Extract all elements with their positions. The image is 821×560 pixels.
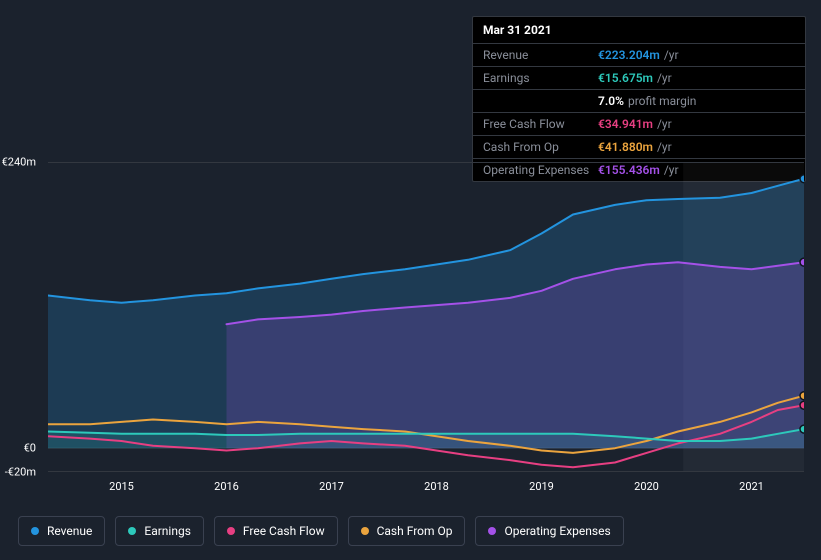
- legend-dot-icon: [361, 527, 369, 535]
- tooltip-row: Earnings€15.675m/yr: [473, 67, 805, 90]
- y-axis-tick: -€20m: [5, 466, 36, 479]
- tooltip-row: Cash From Op€41.880m/yr: [473, 136, 805, 159]
- legend-item[interactable]: Revenue: [18, 516, 105, 546]
- tooltip-row-value: €34.941m: [598, 117, 653, 131]
- tooltip-row-suffix: /yr: [657, 117, 672, 131]
- tooltip-row: Free Cash Flow€34.941m/yr: [473, 113, 805, 136]
- chart-plot[interactable]: [48, 162, 804, 472]
- tooltip-date: Mar 31 2021: [473, 17, 805, 44]
- x-axis-tick: 2017: [319, 480, 344, 493]
- tooltip-row-label: [483, 94, 598, 108]
- chart-legend: Revenue Earnings Free Cash Flow Cash From O…: [18, 516, 624, 546]
- chart-area: €240m€0-€20m 201520162017201820192020202…: [18, 162, 804, 502]
- tooltip-row-suffix: /yr: [657, 140, 672, 154]
- legend-dot-icon: [128, 527, 136, 535]
- tooltip-row-label: Cash From Op: [483, 140, 598, 154]
- tooltip-row-label: Revenue: [483, 48, 598, 62]
- legend-dot-icon: [31, 527, 39, 535]
- x-axis-tick: 2019: [529, 480, 554, 493]
- x-axis-tick: 2018: [424, 480, 449, 493]
- chart-tooltip: Mar 31 2021 Revenue€223.204m/yrEarnings€…: [472, 16, 806, 182]
- legend-label: Revenue: [47, 524, 92, 538]
- legend-item[interactable]: Operating Expenses: [475, 516, 623, 546]
- tooltip-row-label: Earnings: [483, 71, 598, 85]
- tooltip-row-label: Free Cash Flow: [483, 117, 598, 131]
- tooltip-row-suffix: /yr: [657, 71, 672, 85]
- tooltip-row-value: €41.880m: [598, 140, 653, 154]
- tooltip-row-value: €223.204m: [598, 48, 660, 62]
- legend-dot-icon: [227, 527, 235, 535]
- legend-dot-icon: [488, 527, 496, 535]
- legend-item[interactable]: Free Cash Flow: [214, 516, 338, 546]
- y-axis-tick: €240m: [2, 156, 36, 169]
- tooltip-row: Revenue€223.204m/yr: [473, 44, 805, 67]
- legend-label: Free Cash Flow: [243, 524, 325, 538]
- tooltip-row-suffix: /yr: [664, 48, 679, 62]
- y-axis-tick: €0: [24, 442, 36, 455]
- tooltip-row: 7.0% profit margin: [473, 90, 805, 113]
- x-axis-tick: 2020: [634, 480, 659, 493]
- legend-item[interactable]: Cash From Op: [348, 516, 466, 546]
- x-axis-tick: 2015: [109, 480, 134, 493]
- tooltip-row-value: €15.675m: [598, 71, 653, 85]
- legend-label: Operating Expenses: [504, 524, 610, 538]
- tooltip-row-suffix: profit margin: [628, 94, 696, 108]
- legend-item[interactable]: Earnings: [115, 516, 204, 546]
- x-axis-tick: 2016: [214, 480, 239, 493]
- tooltip-row-value: 7.0%: [598, 94, 624, 108]
- x-axis-tick: 2021: [739, 480, 764, 493]
- legend-label: Earnings: [144, 524, 191, 538]
- legend-label: Cash From Op: [377, 524, 453, 538]
